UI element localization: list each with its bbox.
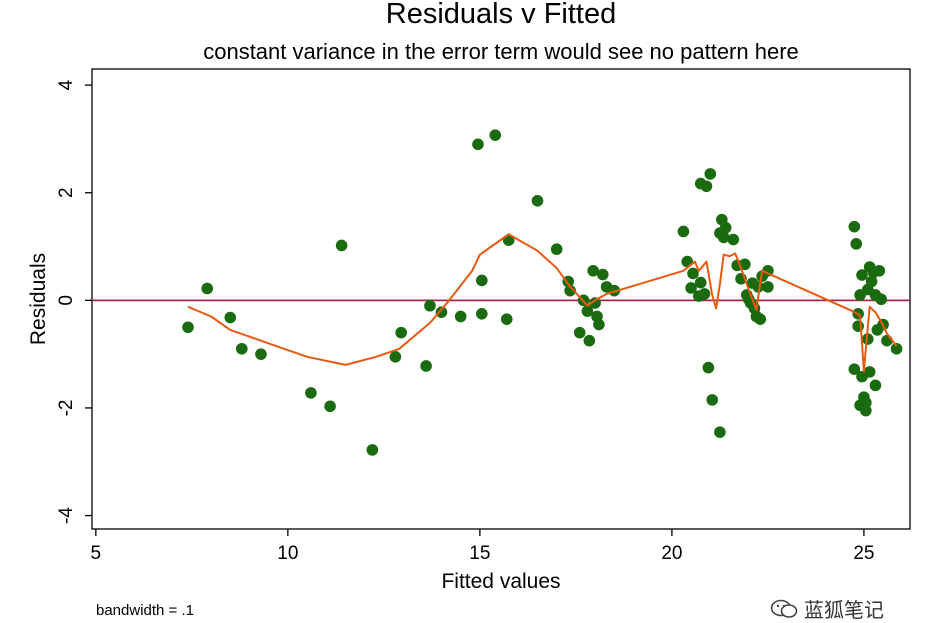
data-point [702,361,715,374]
data-point [224,311,237,324]
wechat-icon [770,599,798,618]
data-point [255,348,267,360]
data-point [235,342,248,355]
watermark: 蓝狐笔记 [770,594,884,623]
data-point [395,326,407,339]
data-point [201,282,214,295]
data-point [739,258,751,271]
data-point [890,342,903,355]
data-point [881,334,893,347]
data-point [687,267,699,280]
x-axis: 5 10 15 20 25 [91,529,874,564]
x-tick-label: 15 [469,543,490,564]
data-point [860,404,872,417]
data-point [335,239,348,252]
x-axis-label: Fitted values [441,570,560,593]
data-point [863,366,876,378]
x-tick-label: 10 [277,543,298,564]
data-point [704,168,717,180]
data-point [389,351,402,363]
y-tick-label: -4 [56,507,77,524]
data-point [472,138,484,151]
y-axis: -4 -2 0 2 4 [56,79,92,524]
data-point [596,268,609,281]
data-point [593,318,605,331]
data-point [865,275,878,288]
data-point [583,334,596,347]
data-point [489,129,502,141]
plot-frame [91,68,911,530]
lowess-smooth-line [187,233,898,373]
data-point [848,363,861,376]
data-point [424,299,436,312]
y-tick-label: 2 [56,187,77,198]
data-point [714,426,726,438]
data-point [850,238,863,250]
data-point [366,444,379,456]
bandwidth-note: bandwidth = .1 [96,602,194,619]
data-point [706,394,719,406]
data-point [754,313,767,325]
chart-subtitle: constant variance in the error term woul… [203,39,799,64]
x-tick-label: 25 [853,543,874,564]
data-point [873,264,886,277]
data-point [848,220,861,233]
y-tick-label: -2 [56,399,77,416]
x-tick-label: 5 [91,543,102,564]
data-point [685,282,697,294]
data-point [698,288,711,300]
y-tick-label: 4 [56,79,77,90]
data-point [869,379,882,392]
data-point [752,281,765,293]
data-point [573,326,586,339]
data-point [589,297,601,309]
data-point [860,396,872,409]
data-point [182,321,194,334]
residual-points [182,129,903,456]
data-point [694,276,707,289]
data-point [727,233,740,246]
data-point [420,360,432,372]
data-point [454,310,467,323]
data-point [475,307,488,320]
data-point [305,387,317,399]
data-point [852,320,864,332]
data-point [587,264,599,277]
data-point [550,243,563,256]
data-point [762,281,774,293]
watermark-text: 蓝狐笔记 [804,600,884,622]
data-point [500,313,513,325]
data-point [717,231,730,244]
data-point [435,306,448,318]
data-point [875,293,887,306]
x-tick-label: 20 [661,543,682,564]
data-point [581,305,594,317]
data-point [475,274,488,287]
y-axis-label: Residuals [27,253,50,345]
data-point [856,269,868,281]
data-point [719,221,732,234]
data-point [700,180,713,193]
y-tick-label: 0 [56,295,77,306]
data-point [677,225,690,238]
chart-title: Residuals v Fitted [386,0,617,30]
data-point [861,333,874,345]
data-point [531,195,544,207]
data-point [324,400,336,413]
data-point [564,284,576,297]
